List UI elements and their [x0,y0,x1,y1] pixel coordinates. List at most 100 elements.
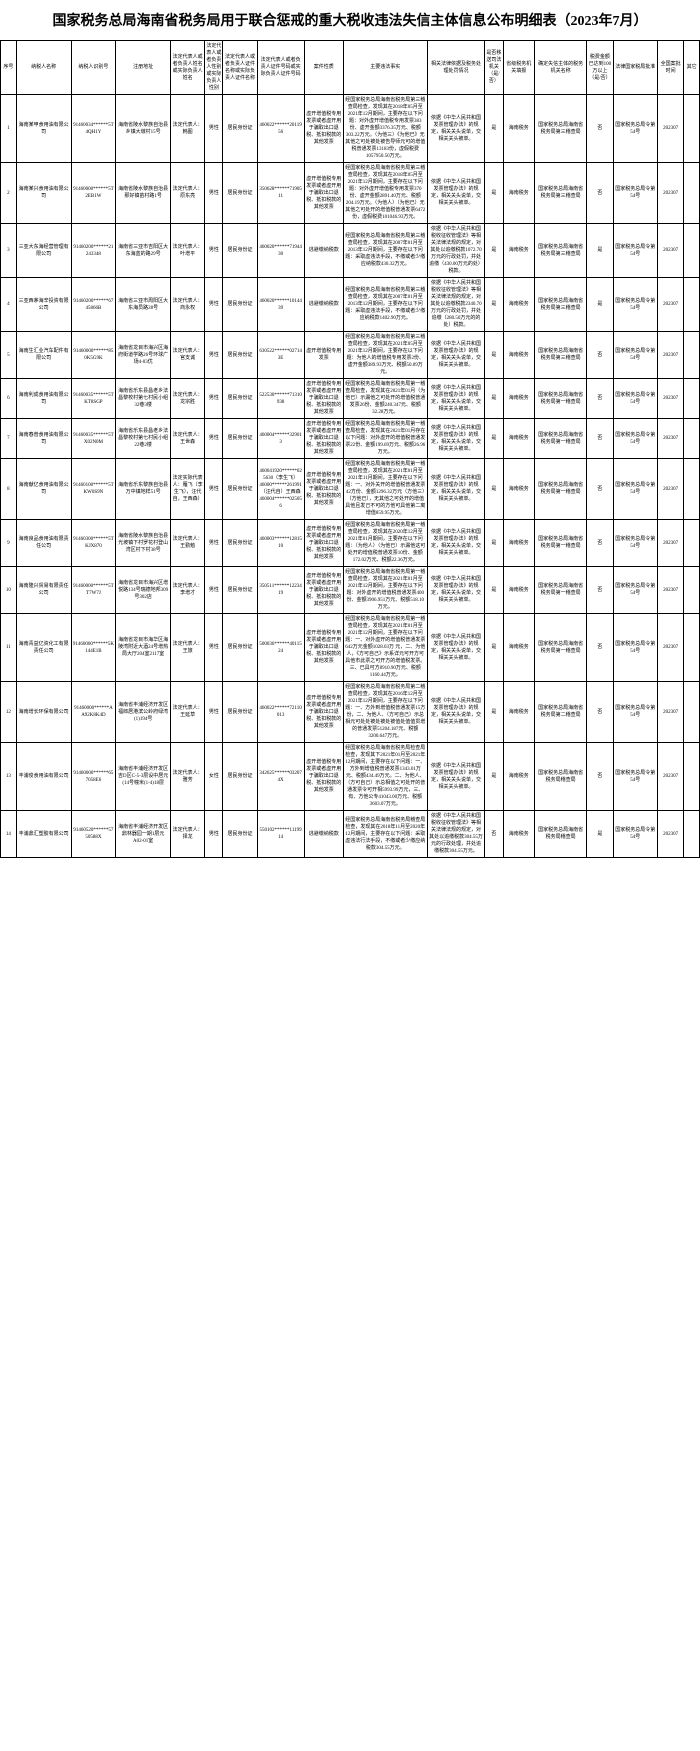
cell-idx: 11 [1,614,17,682]
cell-cert: 居民身份证 [223,811,257,858]
cell-dept: 国家税务总局海南省税务局稽查局 [534,743,586,811]
cell-law: 依据《中华人民共和国税收征收管理法》等相关法律法规的规定，对其处以追缴税款304… [427,811,485,858]
cell-certno: 500036******4011524 [257,614,304,682]
cell-certno: 460020******7194430 [257,224,304,278]
cell-addr: 海南省陵水黎族自治县乡镇大墩村15号 [116,95,171,163]
cell-nature: 虚开增值税专用发票 [304,332,343,379]
cell-id: 91460000******AA92K8K4D [71,682,116,743]
cell-addr: 海南省丰浦经济开发区福郎居港滨公岭府绿湾(1)194号 [116,682,171,743]
table-row: 9海南良品食用油有限责任公司91460300******5TKJX870海南省陵… [1,520,700,567]
cell-certno: 460003******1281510 [257,520,304,567]
header-doc: 法律国家税局批准 [613,41,658,95]
cell-court: 是 [485,419,503,459]
cell-oth [684,278,700,332]
cell-certno: 350511******1223419 [257,567,304,614]
cell-sex: 男性 [205,520,223,567]
cell-sex: 男性 [205,614,223,682]
cell-per: 202307 [658,567,684,614]
cell-court: 是 [485,95,503,163]
cell-sex: 男性 [205,459,223,520]
header-court: 是否移送司法机关（是/否） [485,41,503,95]
cell-sex: 男性 [205,379,223,419]
cell-auth: 海南税务 [503,278,534,332]
cell-facts: 经国家税务总局海南省税务局第三稽查局检查，发现其在2018年05月至2021年1… [343,95,427,163]
cell-per: 202307 [658,459,684,520]
cell-rep: 法定代表人：官支诚 [171,332,205,379]
cell-law: 依据《中华人民共和国发票管理办法》的规定，相关关头说单，交相关关头被单。 [427,614,485,682]
cell-certno: 550102******1119914 [257,811,304,858]
cell-idx: 2 [1,163,17,224]
cell-name: 海南利成食用油有限公司 [16,379,71,419]
cell-auth: 海南税务 [503,811,534,858]
cell-dept: 国家税务总局海南省税务局第三稽查局 [534,332,586,379]
cell-rep: 法定代表人：商永权 [171,278,205,332]
cell-per: 202307 [658,278,684,332]
cell-nature: 虚开增值税专用发票或者虚开用于骗取出口退税、抵扣税款的其他发票 [304,379,343,419]
header-oth: 其它 [684,41,700,95]
header-cert: 法定代表人或者负责人证件名称或实际负责人证件名称 [223,41,257,95]
header-auth: 省级税务机关填报 [503,41,534,95]
cell-name: 海南某甲食用油有限公司 [16,95,71,163]
cell-name: 海南生汇业汽车配件有限公司 [16,332,71,379]
cell-rep: 法定代表人：王延草 [171,682,205,743]
cell-idx: 10 [1,567,17,614]
cell-auth: 海南税务 [503,332,534,379]
cell-cert: 居民身份证 [223,163,257,224]
header-dept: 确定失信主体的税务机关名称 [534,41,586,95]
cell-cert: 居民身份证 [223,567,257,614]
table-row: 3三亚大东海经营管理有限公司91460200******21243348海南省三… [1,224,700,278]
header-sex: 法定代表人或者负责人性别或实际负责人性别 [205,41,223,95]
document-title: 国家税务总局海南省税务局用于联合惩戒的重大税收违法失信主体信息公布明细表（202… [0,0,700,40]
cell-dept: 国家税务总局海南省税务局第三稽查局 [534,278,586,332]
cell-dept: 国家税务总局海南省税务局稽查局 [534,811,586,858]
cell-auth: 海南税务 [503,224,534,278]
cell-auth: 海南税务 [503,379,534,419]
cell-addr: 海南省龙目市海兴区增悦路134号瑞德地邦309号302店 [116,567,171,614]
cell-id: 91460200******6745866B [71,278,116,332]
cell-doc: 国家税务总局令第54号 [613,743,658,811]
cell-id: 91460034******5T4QH1Y [71,95,116,163]
cell-law: 依据《中华人民共和国发票管理办法》的规定，相关关头说单，交相关关头被单。 [427,95,485,163]
cell-addr: 海南省三亚市周阳区大东海员路28号 [116,278,171,332]
cell-facts: 经国家税务总局海南省税务局第三稽查局检查，发现其在2007年01月至2013年1… [343,278,427,332]
cell-idx: 14 [1,811,17,858]
cell-nature: 虚开增值税专用发票或者虚开用于骗取出口退税、抵扣税款的其他发票 [304,614,343,682]
cell-per: 202307 [658,682,684,743]
cell-court: 是 [485,379,503,419]
cell-rep: 法定实际代表人：雁飞（李生飞），汪代自，王西森） [171,459,205,520]
cell-addr: 海南省乐东黎族自治县万中镇地样51号 [116,459,171,520]
cell-court: 是 [485,224,503,278]
cell-name: 三亚大东海经营管理有限公司 [16,224,71,278]
cell-amt: 否 [587,743,613,811]
cell-id: 91460000******5T2EB1W [71,163,116,224]
cell-idx: 1 [1,95,17,163]
cell-oth [684,682,700,743]
cell-auth: 海南税务 [503,520,534,567]
table-row: 10海南隆兴贸易有限责任公司91460000******5TT7W7J海南省龙目… [1,567,700,614]
cell-idx: 4 [1,278,17,332]
cell-idx: 9 [1,520,17,567]
cell-law: 依据《中华人民共和国发票管理办法》的规定，相关关头说单，交相关关头被单。 [427,419,485,459]
header-amt: 税费金额已达到100万以上（是/否） [587,41,613,95]
cell-name: 海南某兴食用油有限公司 [16,163,71,224]
cell-oth [684,224,700,278]
cell-name: 海南青益亿资化工有限责任公司 [16,614,71,682]
cell-sex: 男性 [205,224,223,278]
cell-law: 依据《中华人民共和国发票管理办法》的规定，相关关头说单，交相关关头被单。 [427,743,485,811]
cell-facts: 经国家税务总局海南省税务局第一稽查局检查，发现其在2021年01月至2021年1… [343,614,427,682]
cell-oth [684,811,700,858]
cell-certno: 460022******72110013 [257,682,304,743]
cell-dept: 国家税务总局海南省税务局第一稽查局 [534,520,586,567]
cell-auth: 海南税务 [503,682,534,743]
header-row: 序号 纳税人名称 纳税人识别号 注册地址 法定代表人或者负责人姓名或实际负责人姓… [1,41,700,95]
cell-rep: 法定代表人：原东亮 [171,163,205,224]
cell-rep: 法定代表人：王勤勉 [171,520,205,567]
cell-id: 91460520******5750588X [71,811,116,858]
cell-sex: 男性 [205,163,223,224]
cell-law: 依据《中华人民共和国税收征收管理法》等相关法律法规的规定，对其处以追缴税款234… [427,278,485,332]
cell-name: 丰浦俊食用油有限公司 [16,743,71,811]
cell-cert: 居民身份证 [223,95,257,163]
cell-law: 依据《中华人民共和国税收征收管理法》等相关法律法规的规定，对其处以追缴税款107… [427,224,485,278]
cell-per: 202307 [658,163,684,224]
cell-court: 是 [485,614,503,682]
